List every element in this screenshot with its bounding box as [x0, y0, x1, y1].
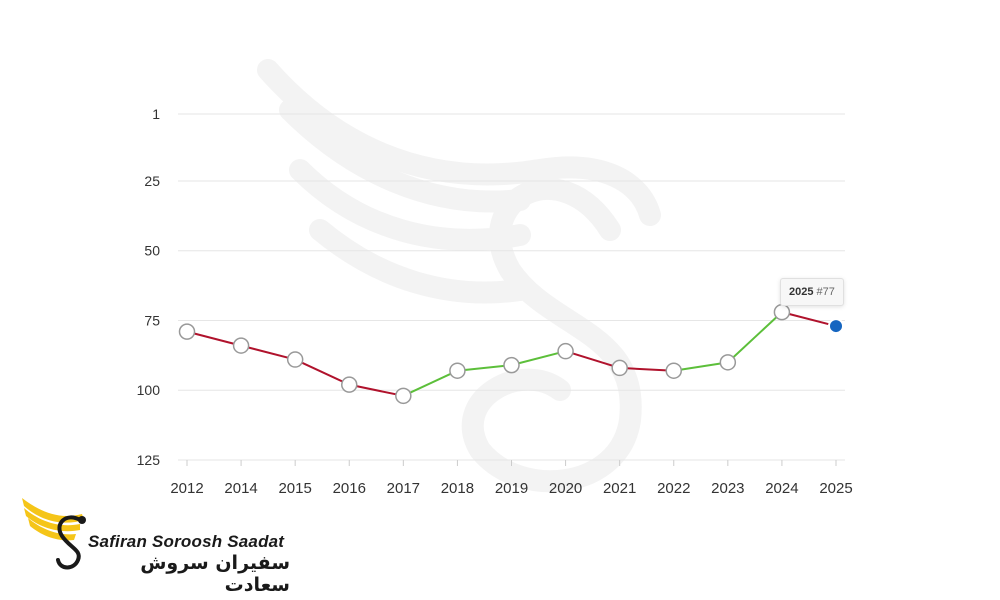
line-segment	[781, 311, 837, 328]
y-tick-label: 50	[144, 243, 160, 259]
y-tick-label: 100	[137, 382, 161, 398]
data-point[interactable]	[773, 303, 791, 321]
x-tick-label: 2024	[765, 480, 798, 497]
line-segment	[673, 361, 728, 372]
x-tick-label: 2015	[278, 480, 311, 497]
line-segment	[511, 350, 566, 367]
line-segment	[565, 350, 620, 369]
line-segment	[186, 330, 242, 347]
data-point[interactable]	[557, 342, 574, 360]
x-tick-label: 2022	[657, 480, 690, 497]
data-point[interactable]	[449, 362, 466, 379]
data-point-highlighted[interactable]	[828, 318, 844, 335]
data-point[interactable]	[719, 354, 737, 371]
logo-text-persian: سفیران سروش سعادت	[140, 552, 290, 596]
x-tick-label: 2025	[819, 480, 852, 497]
x-tick-label: 2014	[224, 480, 257, 497]
data-point[interactable]	[341, 376, 358, 393]
series-points	[178, 303, 844, 405]
line-segment	[294, 358, 350, 386]
line-segment	[240, 344, 296, 361]
x-tick-label: 2018	[441, 480, 474, 497]
logo-text-english: Safiran Soroosh Saadat	[88, 532, 285, 551]
series-line	[186, 311, 837, 397]
y-tick-label: 75	[144, 312, 160, 328]
grid-lines	[178, 113, 845, 461]
tooltip-year: 2025	[789, 286, 814, 299]
data-tooltip: 2025 #77	[780, 278, 844, 307]
line-segment	[402, 369, 458, 397]
y-tick-label: 1	[152, 106, 160, 122]
line-segment	[349, 383, 404, 397]
data-point[interactable]	[665, 362, 682, 379]
x-tick-label: 2017	[387, 480, 420, 497]
watermark-logo	[257, 59, 661, 493]
x-tick-label: 2012	[170, 480, 203, 497]
y-tick-label: 25	[144, 173, 160, 189]
company-logo: Safiran Soroosh Saadat سفیران سروش سعادت	[20, 492, 290, 596]
data-point[interactable]	[286, 351, 304, 368]
data-point[interactable]	[232, 337, 250, 354]
data-point[interactable]	[395, 387, 412, 405]
tooltip-rank: #77	[816, 286, 835, 299]
x-tick-label: 2021	[603, 480, 636, 497]
line-segment	[727, 311, 783, 364]
line-segment	[457, 364, 512, 372]
x-tick-label: 2020	[549, 480, 582, 497]
data-point[interactable]	[503, 356, 520, 374]
x-tick-label: 2016	[333, 480, 366, 497]
line-segment	[619, 366, 674, 372]
x-tick-label: 2023	[711, 480, 744, 497]
x-axis-ticks: 2012 2014 2015 2016 2017 2018 2019 2020 2021 2022…	[170, 460, 853, 497]
x-tick-label: 2019	[495, 480, 528, 497]
data-point[interactable]	[611, 359, 628, 377]
swan-logo-icon	[22, 498, 86, 570]
data-point[interactable]	[178, 323, 196, 340]
y-tick-label: 125	[137, 452, 161, 468]
